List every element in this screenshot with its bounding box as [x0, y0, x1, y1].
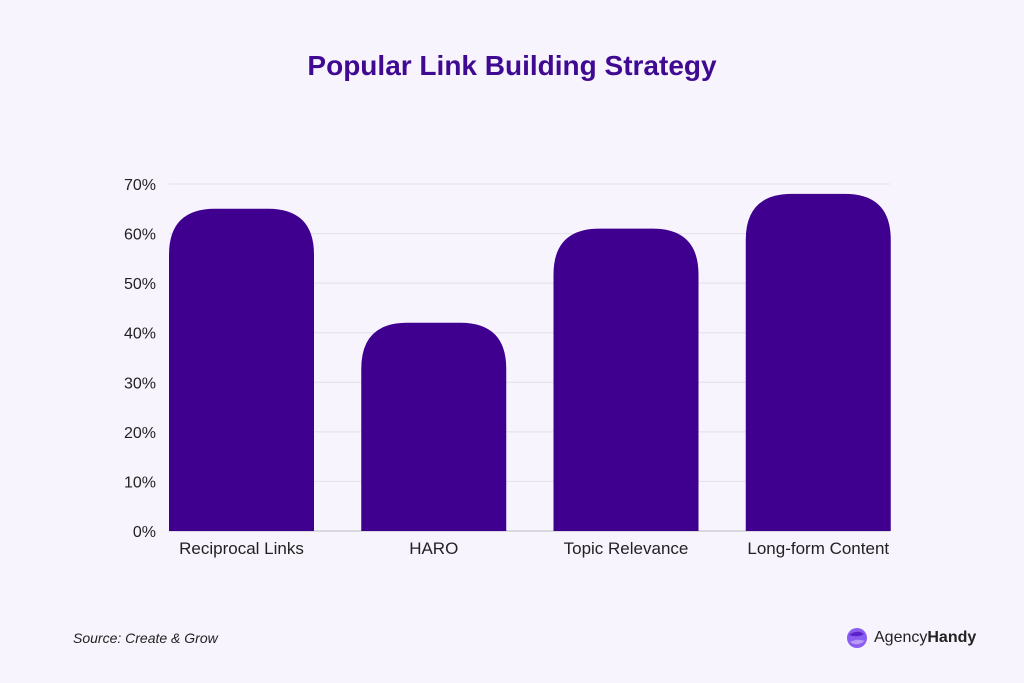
y-tick-label: 60%: [124, 227, 156, 244]
x-tick-label: Reciprocal Links: [179, 539, 304, 558]
x-tick-label: HARO: [409, 539, 458, 558]
y-tick-label: 70%: [124, 177, 156, 194]
logo-icon: [847, 628, 867, 648]
y-tick-label: 50%: [124, 276, 156, 293]
y-tick-label: 30%: [124, 375, 156, 392]
y-tick-label: 20%: [124, 425, 156, 442]
logo-text-handy: Handy: [927, 629, 977, 646]
bar: [169, 208, 314, 532]
bar: [553, 228, 699, 531]
logo-text-agency: Agency: [874, 629, 928, 646]
y-tick-label: 40%: [124, 326, 156, 343]
source-note: Source: Create & Grow: [73, 630, 218, 646]
y-tick-label: 10%: [124, 474, 156, 491]
y-tick-label: 0%: [133, 524, 156, 541]
bar: [745, 193, 891, 531]
x-tick-label: Topic Relevance: [564, 539, 689, 558]
agencyhandy-logo: AgencyHandy: [846, 627, 976, 649]
x-tick-label: Long-form Content: [747, 539, 889, 558]
chart-title: Popular Link Building Strategy: [307, 50, 717, 81]
bar: [361, 322, 507, 531]
